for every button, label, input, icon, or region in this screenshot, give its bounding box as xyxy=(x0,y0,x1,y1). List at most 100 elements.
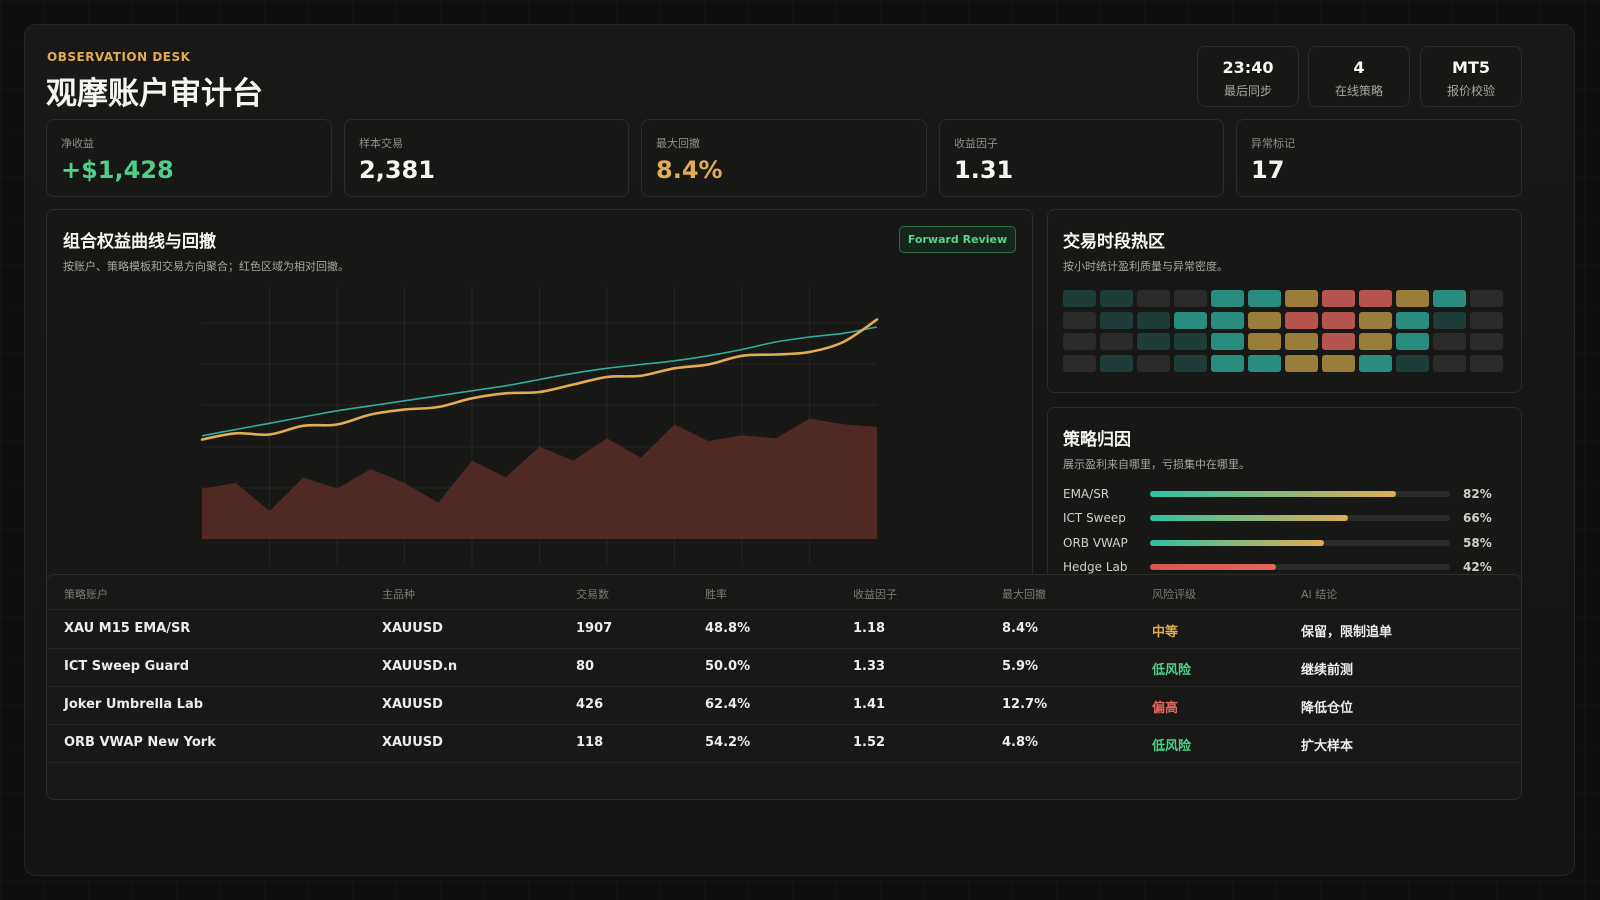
attribution-bar-track xyxy=(1150,491,1450,497)
benchmark-line xyxy=(201,326,878,437)
attribution-bar-track xyxy=(1150,515,1450,521)
kpi-net-profit: 净收益 +$1,428 xyxy=(46,119,332,197)
heatmap-cell xyxy=(1211,311,1244,329)
attribution-title: 策略归因 xyxy=(1063,430,1131,450)
chip-value: MT5 xyxy=(1452,58,1490,77)
heatmap-cell xyxy=(1137,333,1170,350)
cell-drawdown: 4.8% xyxy=(1002,735,1039,750)
cell-symbol: XAUUSD.n xyxy=(382,659,458,674)
column-header: 主品种 xyxy=(382,588,415,601)
cell-ai-verdict: 降低仓位 xyxy=(1301,701,1354,716)
cell-trades: 426 xyxy=(576,697,604,712)
cell-risk-rating: 偏高 xyxy=(1152,701,1179,716)
attribution-label: EMA/SR xyxy=(1063,487,1110,501)
cell-profit-factor: 1.52 xyxy=(853,735,886,750)
cell-winrate: 50.0% xyxy=(705,659,751,674)
column-header: 风险评级 xyxy=(1152,588,1196,601)
forward-review-badge[interactable]: Forward Review xyxy=(899,226,1016,253)
kpi-profit-factor: 收益因子 1.31 xyxy=(939,119,1224,197)
strategy-table xyxy=(46,574,1522,800)
kpi-max-drawdown: 最大回撤 8.4% xyxy=(641,119,927,197)
heatmap-cell xyxy=(1470,333,1503,350)
cell-ai-verdict: 扩大样本 xyxy=(1301,739,1354,754)
heatmap-cell xyxy=(1322,333,1355,350)
cell-drawdown: 5.9% xyxy=(1002,659,1039,674)
kpi-value: +$1,428 xyxy=(61,156,174,184)
row-divider xyxy=(47,762,1521,763)
heatmap-cell xyxy=(1470,354,1503,372)
kpi-anomaly-flags: 异常标记 17 xyxy=(1236,119,1522,197)
attribution-label: ICT Sweep xyxy=(1063,511,1126,525)
column-header: AI 结论 xyxy=(1301,588,1338,601)
kpi-value: 2,381 xyxy=(359,156,435,184)
heatmap-cell xyxy=(1063,311,1096,329)
cell-account: Joker Umbrella Lab xyxy=(64,697,204,712)
heatmap-cell xyxy=(1285,290,1318,307)
attribution-bar-track xyxy=(1150,564,1450,570)
quote-check-chip: MT5 报价校验 xyxy=(1420,46,1522,107)
attribution-percent: 58% xyxy=(1463,536,1492,550)
cell-trades: 1907 xyxy=(576,621,613,636)
attribution-bar-fill xyxy=(1150,515,1348,521)
cell-profit-factor: 1.33 xyxy=(853,659,886,674)
kpi-label: 最大回撤 xyxy=(656,137,700,150)
heatmap-cell xyxy=(1174,354,1207,372)
heatmap-cell xyxy=(1063,333,1096,350)
kpi-value: 8.4% xyxy=(656,156,723,184)
attribution-percent: 42% xyxy=(1463,560,1492,574)
heatmap-cell xyxy=(1100,311,1133,329)
row-divider xyxy=(47,648,1521,649)
chip-label: 报价校验 xyxy=(1446,84,1495,98)
chip-value: 4 xyxy=(1353,58,1365,77)
heatmap-cell xyxy=(1137,311,1170,329)
attribution-subtitle: 展示盈利来自哪里，亏损集中在哪里。 xyxy=(1063,458,1250,471)
row-divider xyxy=(47,686,1521,687)
cell-winrate: 62.4% xyxy=(705,697,751,712)
kpi-value: 17 xyxy=(1251,156,1285,184)
attribution-bar-fill xyxy=(1150,491,1396,497)
heatmap-cell xyxy=(1285,354,1318,372)
attribution-percent: 66% xyxy=(1463,511,1492,525)
heatmap-cell xyxy=(1248,290,1281,307)
equity-line xyxy=(200,318,879,441)
kpi-label: 异常标记 xyxy=(1251,137,1295,150)
heatmap-cell xyxy=(1322,354,1355,372)
drawdown-area xyxy=(202,418,877,539)
cell-ai-verdict: 保留，限制追单 xyxy=(1301,625,1393,640)
cell-profit-factor: 1.41 xyxy=(853,697,886,712)
heatmap-cell xyxy=(1433,311,1466,329)
kpi-value: 1.31 xyxy=(954,156,1014,184)
heatmap-cell xyxy=(1322,290,1355,307)
online-strategies-chip: 4 在线策略 xyxy=(1308,46,1410,107)
heatmap-cell xyxy=(1174,290,1207,307)
cell-risk-rating: 低风险 xyxy=(1152,739,1192,754)
cell-trades: 80 xyxy=(576,659,595,674)
column-header: 收益因子 xyxy=(853,588,897,601)
kpi-label: 样本交易 xyxy=(359,137,403,150)
heatmap-cell xyxy=(1248,333,1281,350)
chip-label: 最后同步 xyxy=(1223,84,1272,98)
row-divider xyxy=(47,609,1521,610)
cell-winrate: 54.2% xyxy=(705,735,751,750)
heatmap-cell xyxy=(1396,333,1429,350)
heatmap-cell xyxy=(1248,354,1281,372)
heatmap-cell xyxy=(1470,290,1503,307)
cell-symbol: XAUUSD xyxy=(382,697,443,712)
equity-title: 组合权益曲线与回撤 xyxy=(63,232,216,252)
heatmap-cell xyxy=(1100,333,1133,350)
chip-label: 在线策略 xyxy=(1334,84,1383,98)
attribution-bar-track xyxy=(1150,540,1450,546)
heatmap-cell xyxy=(1396,311,1429,329)
column-header: 胜率 xyxy=(705,588,727,601)
column-header: 最大回撤 xyxy=(1002,588,1046,601)
cell-risk-rating: 中等 xyxy=(1152,625,1179,640)
heatmap-cell xyxy=(1470,311,1503,329)
cell-account: ORB VWAP New York xyxy=(64,735,216,750)
attribution-percent: 82% xyxy=(1463,487,1492,501)
cell-ai-verdict: 继续前测 xyxy=(1301,663,1354,678)
cell-account: ICT Sweep Guard xyxy=(64,659,190,674)
attribution-label: Hedge Lab xyxy=(1063,560,1128,574)
heatmap-cell xyxy=(1433,290,1466,307)
chip-value: 23:40 xyxy=(1222,58,1274,77)
